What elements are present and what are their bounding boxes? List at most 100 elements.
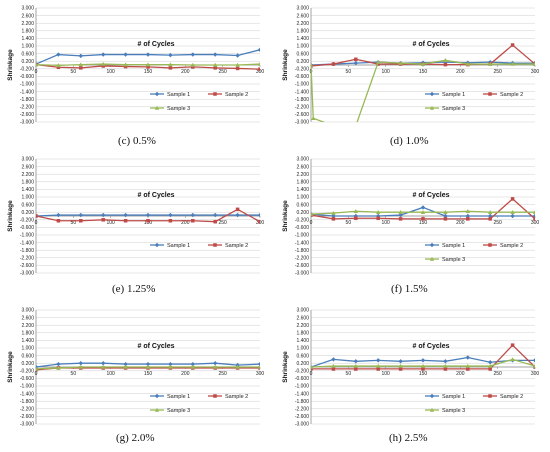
chart-g-caption: (g) 2.0% (116, 432, 155, 444)
chart-f-xtick-label: 50 (346, 220, 352, 226)
chart-d-title: # of Cycles (413, 41, 450, 48)
chart-c-data-point (56, 52, 61, 57)
chart-e-ytick-label: -0.200 (20, 218, 34, 224)
chart-d-data-point (353, 60, 358, 66)
chart-f-ytick-label: -3.000 (295, 271, 309, 277)
chart-h-data-point (488, 363, 493, 368)
chart-g-data-point (56, 361, 61, 367)
chart-e-title: # of Cycles (138, 192, 175, 199)
chart-e-xtick-label: 50 (71, 220, 77, 226)
chart-g-legend-marker (213, 394, 217, 398)
chart-g-ytick-label: 1.800 (21, 331, 34, 337)
chart-panel-e: 3.000 2.600 2.200 1.800 1.400 1.000 0.600 0.200… (0, 151, 275, 302)
chart-g-legend-label: Sample 3 (167, 408, 190, 414)
chart-c-ytick-label: -0.600 (20, 74, 34, 80)
chart-d-ytick-label: -2.200 (295, 105, 309, 111)
chart-h-data-point (443, 367, 448, 371)
chart-c-data-point (235, 62, 240, 67)
chart-c-ytick-label: -2.200 (20, 105, 34, 111)
chart-f-data-point (376, 210, 381, 214)
chart-h-data-point (353, 359, 358, 364)
chart-h-xtick-label: 0 (310, 371, 313, 377)
chart-d-ytick-label: 2.200 (296, 21, 309, 27)
chart-g-data-point (190, 361, 195, 367)
chart-f-legend-marker (429, 242, 435, 248)
chart-f-ytick-label: 1.400 (296, 187, 309, 193)
chart-e-ytick-label: 1.800 (21, 180, 34, 186)
chart-h-ytick-label: 2.600 (296, 315, 309, 321)
chart-e-ytick-label: -2.200 (20, 256, 34, 262)
chart-h-ytick-label: 1.400 (296, 338, 309, 344)
chart-g-data-point (101, 361, 106, 366)
chart-h-series-group (311, 343, 535, 371)
chart-h-data-point (398, 363, 403, 368)
chart-e-data-point (213, 212, 218, 218)
chart-g-data-point (257, 364, 260, 369)
chart-d-ytick-label: -1.400 (295, 89, 309, 95)
chart-e-legend-marker (213, 243, 217, 247)
chart-d-data-point (443, 62, 448, 67)
chart-c-data-point (56, 65, 61, 70)
chart-h-xtick-label: 100 (381, 371, 390, 377)
chart-c-legend-marker (154, 91, 160, 97)
chart-e-data-point (123, 218, 128, 223)
chart-h-ytick-label: 0.600 (296, 353, 309, 359)
chart-f-xtick-label: 150 (419, 220, 428, 226)
chart-g-data-point (168, 364, 173, 369)
chart-f-legend-label: Sample 1 (442, 243, 465, 249)
chart-c-ytick-label: 2.200 (21, 21, 34, 27)
chart-d-ytick-label: -0.200 (295, 67, 309, 73)
chart-g-ytick-label: -2.600 (20, 414, 34, 420)
chart-c-data-point (123, 52, 128, 57)
chart-c-ytick-label: 2.600 (21, 13, 34, 19)
chart-d-ytick-label: 1.800 (296, 29, 309, 35)
chart-f-data-point (488, 217, 492, 221)
chart-c-ytick-label: 3.000 (21, 6, 34, 12)
chart-g-xtick-label: 50 (71, 371, 77, 377)
chart-e-ytick-label: 2.200 (21, 172, 34, 178)
chart-d-ytick-label: 1.400 (296, 36, 309, 42)
chart-c-data-point (213, 52, 218, 57)
chart-h-data-point (465, 363, 470, 368)
chart-c-xtick-label: 0 (35, 69, 38, 75)
chart-d-data-point (354, 57, 358, 62)
chart-h-ytick-label: 2.200 (296, 323, 309, 329)
chart-d-ytick-label: -1.000 (295, 82, 309, 88)
chart-f-data-point (331, 217, 336, 221)
chart-d-ylabel: Shrinkage (282, 49, 289, 81)
chart-g-legend-marker (154, 407, 160, 412)
chart-g-xtick-label: 100 (106, 371, 115, 377)
chart-g-ytick-label: -1.400 (20, 391, 34, 397)
chart-g-xtick-label: 0 (35, 371, 38, 377)
chart-c-series-group (36, 47, 260, 71)
chart-e-data-point (145, 212, 151, 218)
chart-e-data-point (213, 219, 217, 224)
chart-h-legend-marker (488, 394, 492, 398)
chart-g-xtick-label: 150 (144, 371, 153, 377)
chart-g-xtick-label: 300 (256, 371, 265, 377)
chart-h-data-point (532, 363, 535, 368)
chart-c-data-point (146, 65, 150, 69)
chart-h-xtick-label: 300 (531, 371, 540, 377)
chart-h-data-point (376, 358, 381, 363)
chart-h-ytick-label: -2.600 (295, 414, 309, 420)
chart-f-data-point (533, 217, 535, 221)
chart-h-data-point (354, 367, 358, 371)
chart-c-ytick-label: 1.800 (21, 29, 34, 35)
chart-h-data-point (532, 358, 535, 363)
chart-c-caption: (c) 0.5% (118, 135, 156, 147)
chart-d-data-point (376, 59, 381, 64)
chart-e-xtick-label: 100 (106, 220, 115, 226)
chart-h-legend-label: Sample 2 (500, 394, 523, 400)
chart-f-ytick-label: -1.000 (295, 233, 309, 239)
chart-h-legend-marker (429, 407, 435, 412)
chart-h-data-point (510, 357, 515, 362)
chart-d-legend-label: Sample 3 (442, 106, 465, 112)
chart-c-ytick-label: -2.600 (20, 112, 34, 118)
chart-c-ytick-label: 1.000 (21, 44, 34, 50)
chart-e-ytick-label: -1.800 (20, 248, 34, 254)
chart-e-data-point (78, 212, 83, 218)
chart-d-ytick-label: -2.600 (295, 112, 309, 118)
chart-f-data-point (443, 217, 448, 221)
